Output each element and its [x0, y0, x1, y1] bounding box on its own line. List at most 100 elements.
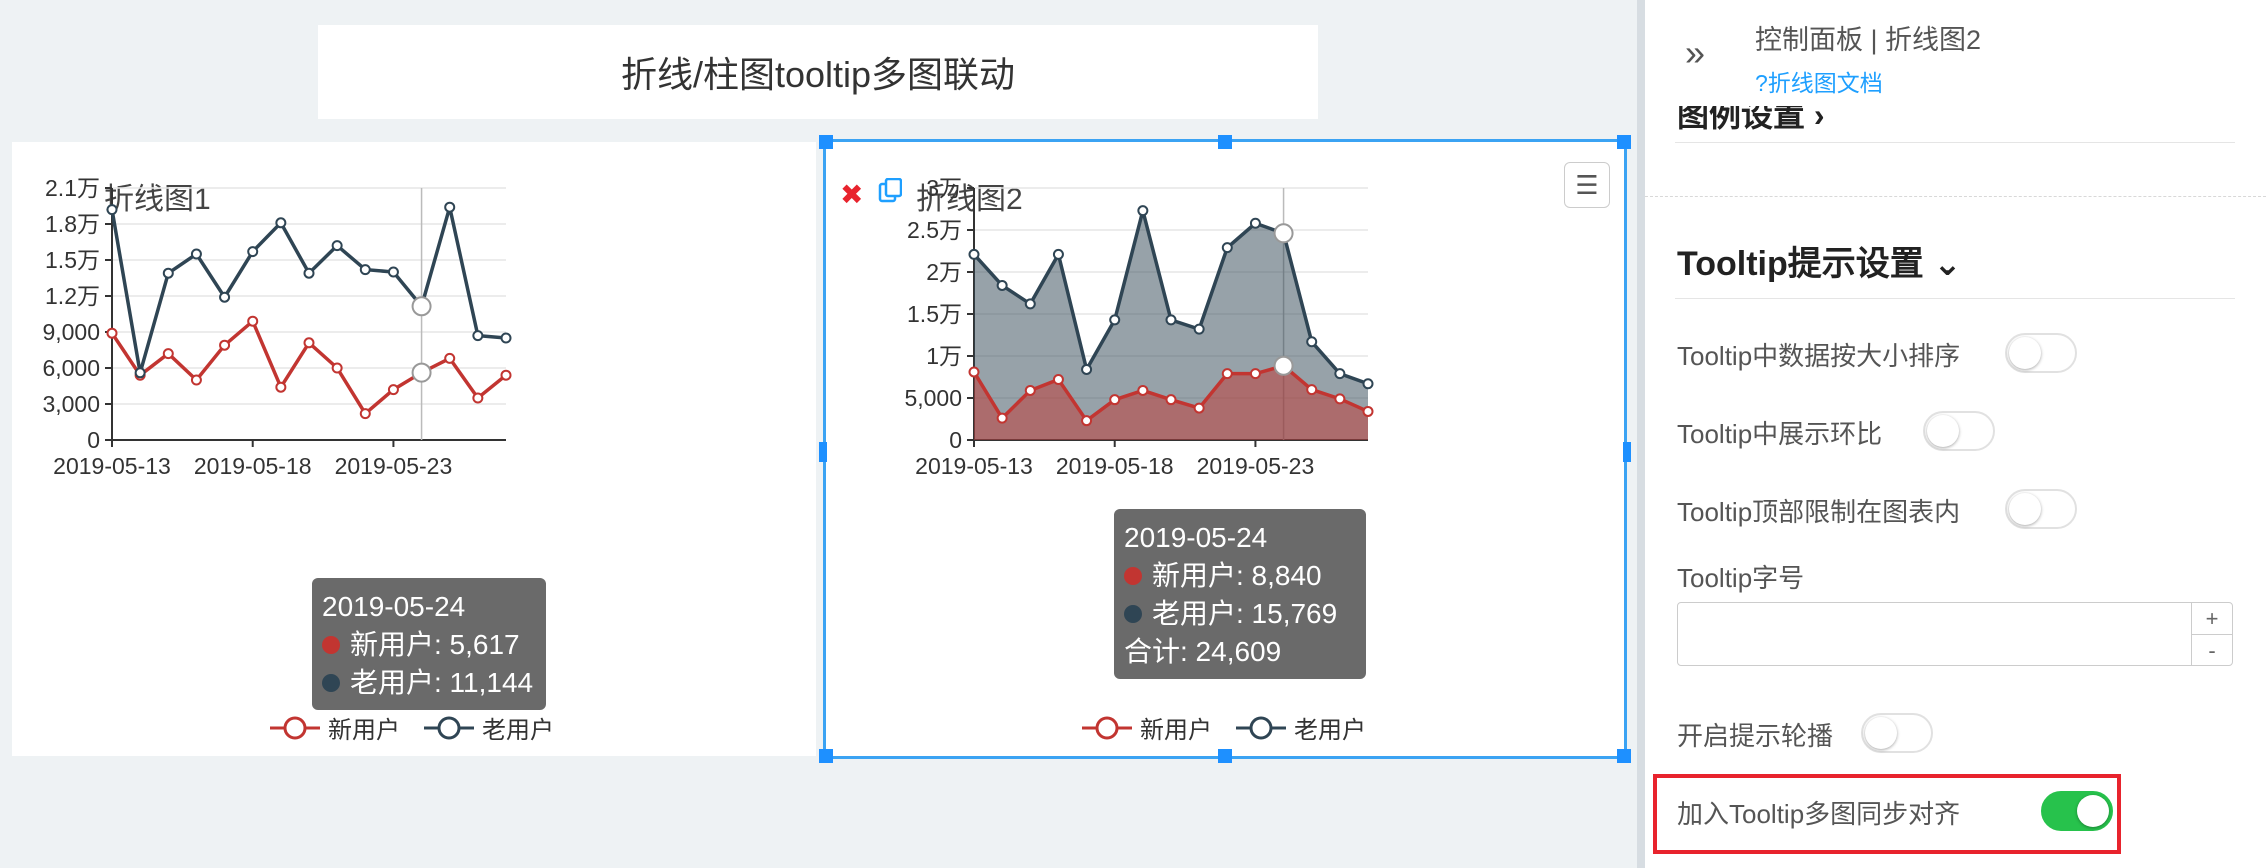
y-tick-label: 0	[87, 427, 100, 453]
chart2-tooltip-total: 合计: 24,609	[1124, 636, 1282, 667]
data-point	[1249, 217, 1261, 229]
chart2-tooltip-old-label: 老用户: 15,769	[1152, 598, 1338, 629]
y-tick-label: 1.5万	[907, 301, 962, 327]
x-tick-label: 2019-05-18	[194, 453, 312, 479]
chart2-legend: 新用户 老用户	[1082, 710, 1366, 745]
carousel-setting-label: 开启提示轮播	[1677, 721, 1834, 751]
legend-old-user-icon	[1236, 716, 1286, 739]
data-point	[1109, 314, 1121, 326]
resize-handle-top-right[interactable]	[1617, 135, 1631, 149]
chart1-svg[interactable]: 0 3,000 6,000 9,000 1.2万 1.5万 1.8万 2.1万 2019-05-…	[12, 142, 816, 756]
data-point	[219, 339, 231, 351]
hamburger-menu-icon[interactable]: ☰	[1564, 162, 1610, 208]
font-size-input[interactable]: + -	[1677, 602, 2233, 666]
sort-toggle[interactable]	[2005, 333, 2077, 373]
limit-top-toggle[interactable]	[2005, 489, 2077, 529]
data-point	[387, 266, 399, 278]
data-point	[359, 264, 371, 276]
legend-old-user-icon	[424, 716, 474, 739]
data-point	[1024, 298, 1036, 310]
data-point	[247, 246, 259, 258]
y-tick-label: 2万	[926, 259, 962, 285]
x-tick-label: 2019-05-13	[915, 453, 1033, 479]
chart1-tooltip-date: 2019-05-24	[322, 591, 466, 622]
resize-handle-top[interactable]	[1218, 135, 1232, 149]
data-point	[275, 381, 287, 393]
resize-handle-top-left[interactable]	[819, 135, 833, 149]
data-point	[190, 374, 202, 386]
resize-handle-right[interactable]	[1623, 442, 1631, 462]
data-point	[1334, 393, 1346, 405]
resize-handle-bottom-right[interactable]	[1617, 749, 1631, 763]
data-point	[331, 240, 343, 252]
y-tick-label: 3,000	[42, 391, 100, 417]
legend-new-user-icon	[1082, 716, 1132, 739]
data-point	[134, 367, 146, 379]
copy-icon[interactable]	[878, 177, 903, 203]
panel-splitter[interactable]	[1637, 0, 1645, 868]
legend-item-old-user[interactable]: 老用户	[1236, 710, 1366, 745]
data-point	[1024, 384, 1036, 396]
data-point	[1273, 355, 1294, 376]
chart2-panel-selected[interactable]: ✖ 折线图2 ☰ 0 5,000 1万 1.5万 2万 2.5万 3万 2019-05-13 2…	[819, 135, 1631, 763]
data-point	[1109, 394, 1121, 406]
legend-item-old-user[interactable]: 老用户	[424, 710, 554, 745]
data-point	[500, 332, 512, 344]
control-panel-title: 控制面板 | 折线图2	[1755, 25, 1982, 55]
legend-label-old-user: 老用户	[1294, 717, 1366, 744]
data-point	[387, 384, 399, 396]
resize-handle-left[interactable]	[819, 442, 827, 462]
x-tick-label: 2019-05-23	[335, 453, 453, 479]
data-point	[472, 392, 484, 404]
increment-button[interactable]: +	[2205, 605, 2219, 631]
resize-handle-bottom-left[interactable]	[819, 749, 833, 763]
data-point	[1334, 368, 1346, 380]
y-tick-label: 6,000	[42, 355, 100, 381]
y-tick-label: 1万	[926, 343, 962, 369]
data-point	[106, 327, 118, 339]
carousel-toggle[interactable]	[1861, 713, 1933, 753]
page-title-card[interactable]: 折线/柱图tooltip多图联动	[318, 25, 1318, 119]
data-point	[444, 201, 456, 213]
data-point	[275, 217, 287, 229]
resize-handle-bottom[interactable]	[1218, 749, 1232, 763]
data-point	[968, 248, 980, 260]
data-point	[162, 267, 174, 279]
y-tick-label: 5,000	[904, 385, 962, 411]
decrement-button[interactable]: -	[2192, 634, 2232, 666]
toggle-knob	[2009, 337, 2041, 369]
sync-align-toggle[interactable]	[2041, 791, 2113, 831]
data-point	[996, 279, 1008, 291]
y-tick-label: 1.2万	[45, 283, 100, 309]
y-tick-label: 1.8万	[45, 211, 100, 237]
y-tick-label: 2.1万	[45, 175, 100, 201]
data-point	[247, 315, 259, 327]
divider	[1675, 142, 2235, 143]
data-point	[1081, 363, 1093, 375]
close-icon[interactable]: ✖	[840, 179, 864, 210]
legend-item-new-user[interactable]: 新用户	[270, 710, 400, 745]
data-point	[1362, 378, 1374, 390]
line-chart-doc-link[interactable]: ?折线图文档	[1755, 70, 1883, 96]
data-point	[472, 330, 484, 342]
data-point	[190, 248, 202, 260]
old-user-dot-icon	[322, 674, 340, 692]
limit-top-setting-label: Tooltip顶部限制在图表内	[1677, 497, 1961, 527]
x-tick-label: 2019-05-23	[1197, 453, 1315, 479]
ratio-toggle[interactable]	[1923, 411, 1995, 451]
data-point	[303, 337, 315, 349]
chart1-tooltip-row-new: 新用户: 5,617	[322, 626, 536, 664]
chart1-panel[interactable]: 折线图1 0 3,000 6,000 9,000 1.2万 1.5万 1.8万 2.1万 201…	[12, 142, 816, 756]
legend-item-new-user[interactable]: 新用户	[1082, 710, 1212, 745]
toggle-knob	[2077, 795, 2109, 827]
chart2-svg[interactable]: 0 5,000 1万 1.5万 2万 2.5万 3万 2019-05-13 2019-05-18…	[826, 142, 1624, 756]
data-point	[444, 352, 456, 364]
data-point	[1362, 405, 1374, 417]
double-chevron-right-icon[interactable]: »	[1685, 32, 1706, 73]
dashboard-canvas: 折线/柱图tooltip多图联动 折线图1 0 3,000 6,000 9,000 1.…	[12, 25, 1631, 763]
divider	[1675, 298, 2235, 299]
x-tick-label: 2019-05-13	[53, 453, 171, 479]
tooltip-settings-section-title[interactable]: Tooltip提示设置 ⌄	[1677, 245, 1962, 283]
control-panel-header: » 控制面板 | 折线图2 ?折线图文档	[1645, 0, 2266, 106]
chart2-tooltip-new-label: 新用户: 8,840	[1152, 560, 1322, 591]
